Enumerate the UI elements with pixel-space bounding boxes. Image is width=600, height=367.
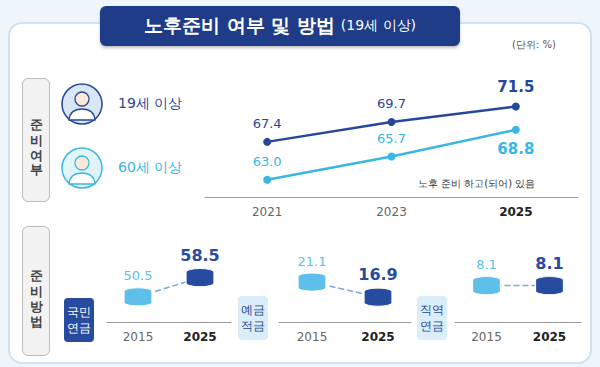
html-text:예금적금: 예금적금 <box>241 303 265 333</box>
html-text:19세 이상: 19세 이상 <box>118 95 183 111</box>
svg-text:68.8: 68.8 <box>497 140 534 158</box>
svg-text:8.1: 8.1 <box>476 257 497 272</box>
svg-text:2021: 2021 <box>252 205 283 219</box>
svg-text:2015: 2015 <box>471 330 502 344</box>
svg-text:50.5: 50.5 <box>124 268 153 283</box>
svg-text:21.1: 21.1 <box>298 254 327 269</box>
html-text:국민연금: 국민연금 <box>67 305 91 335</box>
svg-text:2025: 2025 <box>499 205 532 219</box>
html-text:60세 이상: 60세 이상 <box>118 159 183 175</box>
html-text:직역연금: 직역연금 <box>420 303 444 333</box>
svg-text:67.4: 67.4 <box>253 116 282 131</box>
svg-text:2015: 2015 <box>123 330 154 344</box>
html-text:노후준비 여부 및 방법 (19세 이상): 노후준비 여부 및 방법 (19세 이상) <box>144 14 416 36</box>
svg-text:63.0: 63.0 <box>253 154 282 169</box>
html-text:준비여부: 준비여부 <box>29 110 44 170</box>
svg-text:노후 준비 하고(되어) 있음: 노후 준비 하고(되어) 있음 <box>418 178 535 189</box>
svg-text:2015: 2015 <box>297 330 328 344</box>
html-text:준비방법: 준비방법 <box>29 261 44 321</box>
svg-text:65.7: 65.7 <box>377 131 406 146</box>
svg-text:2025: 2025 <box>183 330 216 344</box>
svg-text:69.7: 69.7 <box>377 96 406 111</box>
svg-text:71.5: 71.5 <box>497 78 534 96</box>
svg-text:2025: 2025 <box>361 330 394 344</box>
svg-text:2023: 2023 <box>376 205 407 219</box>
svg-text:58.5: 58.5 <box>180 246 219 265</box>
html-text:(단위: %): (단위: %) <box>512 39 556 50</box>
svg-text:16.9: 16.9 <box>358 265 397 284</box>
svg-text:8.1: 8.1 <box>535 254 563 273</box>
svg-text:2025: 2025 <box>533 330 566 344</box>
